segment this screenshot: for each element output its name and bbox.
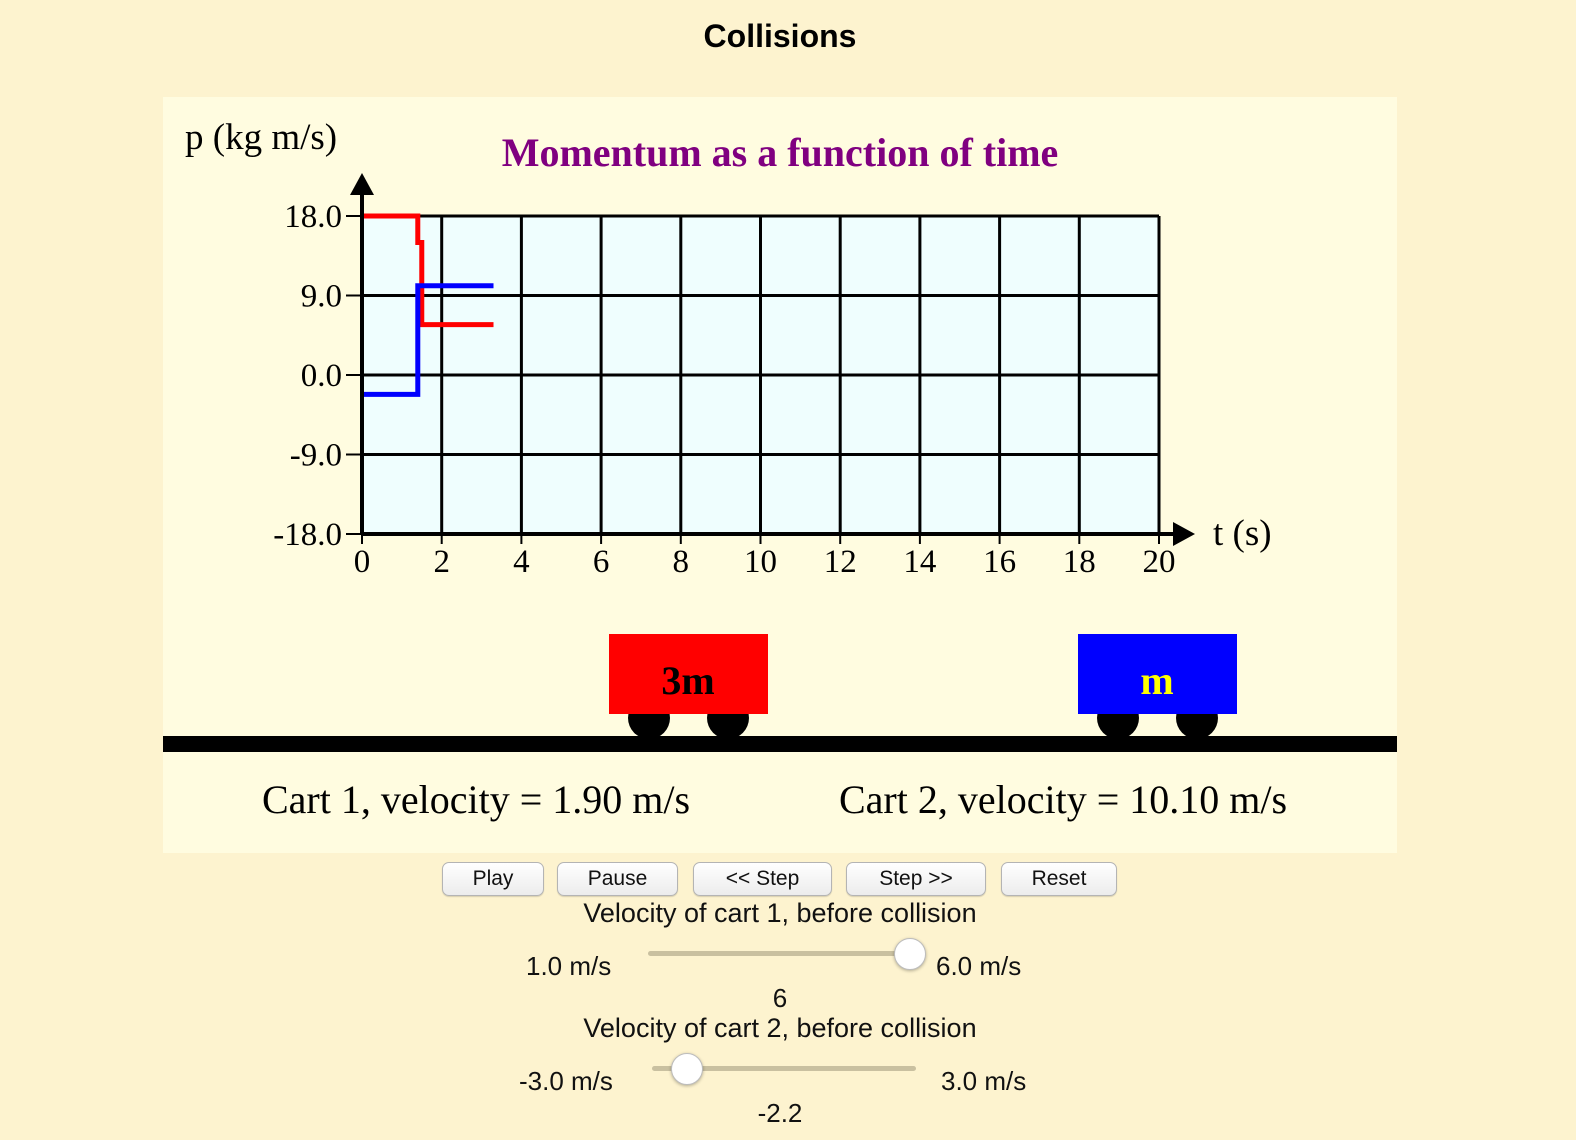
cart-1-slider-value: 6 — [772, 983, 788, 1013]
play-button[interactable]: Play — [442, 862, 544, 896]
x-tick-label: 0 — [354, 544, 371, 580]
cart-2: m — [1078, 634, 1237, 739]
reset-button[interactable]: Reset — [1001, 862, 1117, 896]
cart-2-slider-min: -3.0 m/s — [519, 1066, 613, 1096]
x-tick-label: 10 — [744, 544, 777, 580]
cart-2-slider-max: 3.0 m/s — [941, 1066, 1027, 1096]
series-line-2 — [362, 283, 494, 397]
cart-1-velocity-readout: Cart 1, velocity = 1.90 m/s — [262, 777, 690, 822]
step-forward-button[interactable]: Step >> — [846, 862, 986, 896]
cart-1-slider-min: 1.0 m/s — [526, 951, 612, 981]
simulation-canvas: 18.0 9.0 0.0 -9.0 -18.0 0 2 4 6 8 10 12 14 16 18 20 p … — [163, 117, 1397, 822]
cart-2-slider-track[interactable] — [652, 1066, 916, 1071]
y-tick-label: 0.0 — [301, 358, 342, 394]
x-tick-label: 8 — [673, 544, 690, 580]
step-back-button[interactable]: << Step — [693, 862, 832, 896]
cart-1-slider-thumb[interactable] — [894, 938, 926, 970]
x-axis-arrow — [1173, 522, 1195, 546]
x-tick-label: 4 — [513, 544, 530, 580]
x-tick-labels: 0 2 4 6 8 10 12 14 16 18 20 — [354, 534, 1176, 580]
y-axis-arrow — [350, 173, 374, 195]
cart-1-slider-label: Velocity of cart 1, before collision — [583, 898, 977, 928]
graph-title: Momentum as a function of time — [502, 130, 1059, 175]
x-axis-label: t (s) — [1213, 513, 1272, 554]
y-tick-label: 9.0 — [301, 279, 342, 315]
cart-2-body — [1078, 634, 1237, 714]
x-tick-label: 16 — [983, 544, 1016, 580]
pause-button[interactable]: Pause — [557, 862, 678, 896]
x-tick-label: 2 — [433, 544, 450, 580]
x-tick-label: 14 — [903, 544, 936, 580]
cart-2-slider-label: Velocity of cart 2, before collision — [583, 1013, 977, 1043]
cart-2-label: m — [1140, 658, 1173, 703]
cart-2-slider-thumb[interactable] — [671, 1053, 704, 1085]
control-buttons: Play Pause << Step Step >> Reset — [0, 862, 1560, 898]
y-tick-label: -9.0 — [290, 438, 342, 474]
x-tick-label: 20 — [1143, 544, 1176, 580]
simulation-panel: 18.0 9.0 0.0 -9.0 -18.0 0 2 4 6 8 10 12 14 16 18 20 p … — [163, 97, 1397, 853]
cart-2-velocity-readout: Cart 2, velocity = 10.10 m/s — [839, 777, 1287, 822]
y-tick-label: -18.0 — [273, 517, 342, 553]
cart-1-label: 3m — [661, 658, 714, 703]
cart-1-body — [609, 634, 768, 714]
cart-1-slider-track[interactable] — [648, 951, 910, 956]
x-tick-label: 12 — [824, 544, 857, 580]
x-tick-label: 18 — [1063, 544, 1096, 580]
cart-1: 3m — [609, 634, 768, 739]
y-tick-label: 18.0 — [284, 199, 342, 235]
page-title: Collisions — [703, 18, 857, 54]
x-tick-label: 6 — [593, 544, 610, 580]
series — [362, 213, 494, 397]
cart-2-slider-value: -2.2 — [757, 1098, 803, 1128]
track — [163, 736, 1397, 752]
y-axis-label: p (kg m/s) — [185, 117, 337, 158]
series-line-1 — [362, 213, 494, 328]
y-tick-labels: 18.0 9.0 0.0 -9.0 -18.0 — [273, 199, 362, 553]
cart-1-slider-max: 6.0 m/s — [936, 951, 1022, 981]
